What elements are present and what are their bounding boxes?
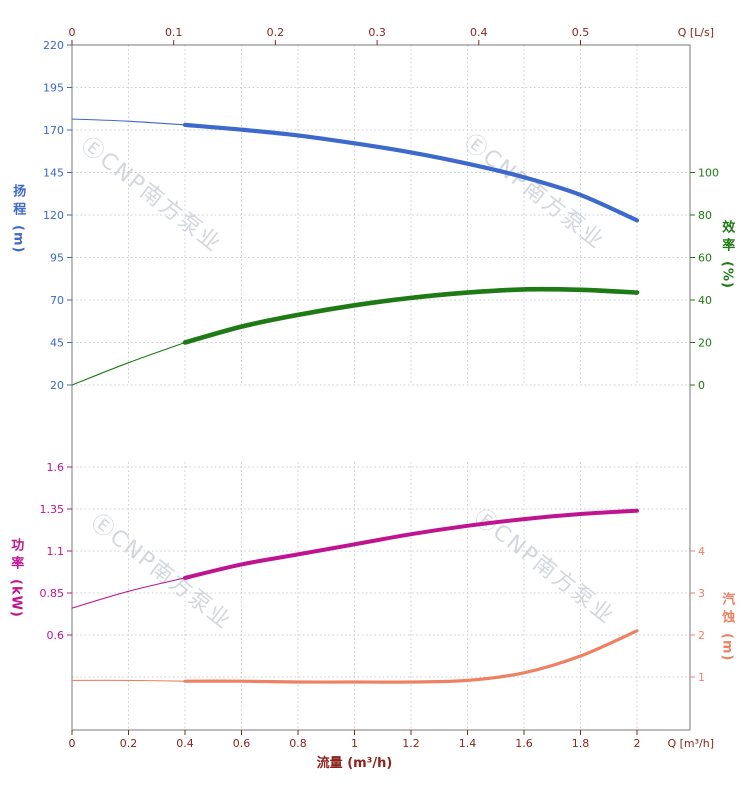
power-tick-label: 0.85 (40, 587, 65, 600)
curve-head (182, 122, 640, 223)
head-tick-label: 95 (50, 252, 64, 265)
efficiency-axis-unit: (%) (719, 261, 735, 289)
curve-head-lowflow (71, 118, 186, 126)
x-axis-bottom: 0 0.2 0.4 0.6 0.8 1 1.2 1.4 1.6 1.8 2 Q [m³/h] (69, 730, 714, 750)
efficiency-tick-label: 100 (698, 167, 719, 180)
x-bottom-unit-label: Q [m³/h] (667, 737, 714, 750)
efficiency-tick-label: 0 (698, 379, 705, 392)
head-tick-label: 145 (43, 167, 64, 180)
efficiency-axis: 100 80 60 40 20 0 (690, 167, 719, 392)
x-bottom-tick-label: 1 (351, 737, 358, 750)
x-bottom-tick-label: 1.8 (572, 737, 590, 750)
x-bottom-tick-label: 1.2 (402, 737, 420, 750)
x-bottom-tick-label: 2 (634, 737, 641, 750)
head-tick-label: 45 (50, 337, 64, 350)
curve-efficiency (182, 286, 640, 345)
efficiency-axis-title-text: 效率 (719, 220, 735, 256)
curve-power (183, 508, 639, 580)
head-axis-unit: (m) (10, 225, 26, 254)
efficiency-tick-label: 60 (698, 252, 712, 265)
power-tick-label: 1.1 (47, 545, 65, 558)
x-axis-label: 流量 (m³/h) (316, 756, 393, 771)
x-top-tick-label: 0.2 (267, 26, 285, 39)
x-bottom-tick-label: 0.6 (233, 737, 251, 750)
head-axis: 220 195 170 145 120 95 70 45 20 (43, 39, 72, 392)
efficiency-axis-title: 效率 (%) (719, 220, 735, 289)
x-top-tick-label: 0.4 (470, 26, 488, 39)
x-top-tick-label: 0.3 (368, 26, 386, 39)
power-axis: 1.6 1.35 1.1 0.85 0.6 (40, 461, 72, 642)
head-tick-label: 220 (43, 39, 64, 52)
power-axis-title: 功率 (kW) (8, 538, 24, 618)
head-tick-label: 170 (43, 124, 64, 137)
x-bottom-tick-label: 0 (69, 737, 76, 750)
curve-power-lowflow (71, 577, 186, 609)
npsh-tick-label: 1 (698, 671, 705, 684)
power-tick-label: 1.6 (47, 461, 65, 474)
head-tick-label: 120 (43, 209, 64, 222)
head-tick-label: 195 (43, 82, 64, 95)
x-bottom-tick-label: 0.4 (176, 737, 194, 750)
x-axis-top: 0 0.1 0.2 0.3 0.4 0.5 Q [L/s] (69, 26, 714, 45)
efficiency-tick-label: 80 (698, 209, 712, 222)
power-tick-label: 1.35 (40, 503, 65, 516)
x-top-tick-label: 0.5 (572, 26, 590, 39)
x-top-unit-label: Q [L/s] (678, 26, 714, 39)
x-bottom-tick-label: 1.4 (459, 737, 477, 750)
efficiency-tick-label: 20 (698, 337, 712, 350)
power-tick-label: 0.6 (47, 629, 65, 642)
npsh-tick-label: 3 (698, 587, 705, 600)
efficiency-tick-label: 40 (698, 294, 712, 307)
x-top-tick-label: 0 (69, 26, 76, 39)
npsh-tick-label: 2 (698, 629, 705, 642)
head-axis-title-text: 扬程 (10, 184, 26, 220)
curves (71, 118, 640, 684)
x-bottom-tick-label: 0.8 (289, 737, 307, 750)
x-bottom-tick-label: 0.2 (120, 737, 138, 750)
curve-efficiency-lowflow (71, 341, 186, 386)
curve-npsh (183, 629, 639, 684)
head-tick-label: 20 (50, 379, 64, 392)
head-axis-title: 扬程 (m) (10, 184, 26, 254)
npsh-axis-title: 汽蚀 (m) (719, 592, 735, 662)
npsh-axis-unit: (m) (719, 633, 735, 662)
head-tick-label: 70 (50, 294, 64, 307)
x-bottom-tick-label: 1.6 (515, 737, 533, 750)
gridlines (72, 45, 690, 730)
npsh-tick-label: 4 (698, 545, 705, 558)
x-top-tick-label: 0.1 (165, 26, 183, 39)
power-axis-title-text: 功率 (8, 538, 24, 574)
curve-npsh-lowflow (71, 679, 186, 682)
npsh-axis-title-text: 汽蚀 (719, 592, 735, 628)
plot-frame (71, 44, 691, 731)
power-axis-unit: (kW) (8, 579, 24, 618)
npsh-axis: 4 3 2 1 (690, 545, 705, 684)
